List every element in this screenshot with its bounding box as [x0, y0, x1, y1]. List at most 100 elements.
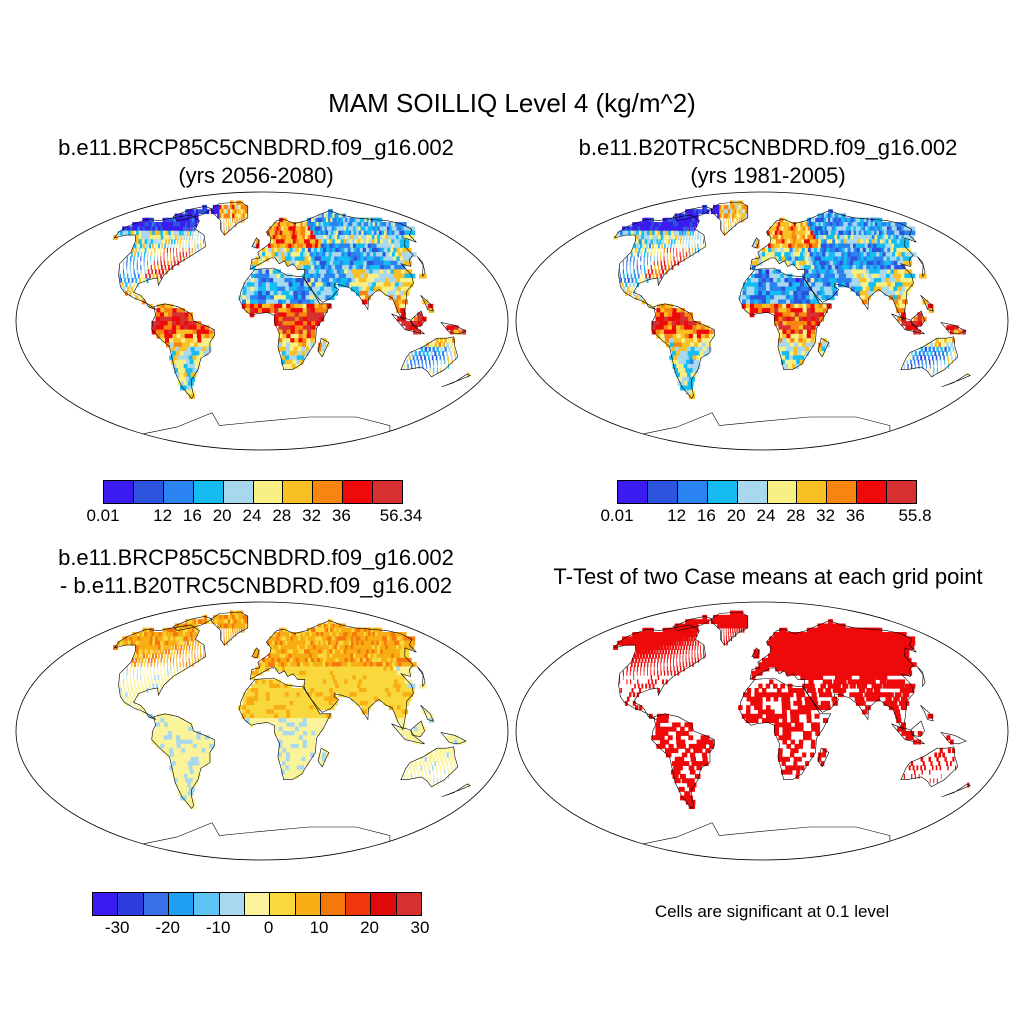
- grid-cell: [149, 645, 153, 650]
- grid-cell: [663, 316, 669, 322]
- grid-cell: [803, 325, 808, 331]
- grid-cell: [191, 209, 195, 215]
- grid-cell: [785, 243, 791, 249]
- grid-cell: [773, 278, 778, 283]
- grid-cell: [189, 619, 193, 625]
- grid-cell: [267, 243, 272, 249]
- grid-cell: [269, 683, 274, 689]
- grid-cell: [662, 226, 667, 232]
- grid-cell: [792, 247, 798, 253]
- grid-cell: [282, 709, 287, 715]
- grid-cell: [270, 303, 275, 309]
- grid-cell: [815, 252, 822, 258]
- grid-cell: [169, 342, 176, 348]
- grid-cell: [762, 278, 767, 283]
- grid-cell: [273, 222, 277, 227]
- grid-cell: [709, 333, 715, 339]
- grid-cell: [746, 286, 751, 292]
- grid-cell: [167, 726, 173, 732]
- grid-cell: [160, 260, 162, 266]
- grid-cell: [309, 700, 315, 706]
- grid-cell: [341, 692, 348, 698]
- grid-cell: [790, 303, 796, 309]
- grid-cell: [907, 364, 909, 369]
- grid-cell: [144, 657, 147, 663]
- grid-cell: [315, 662, 322, 668]
- grid-cell: [258, 709, 263, 715]
- grid-cell: [208, 329, 214, 335]
- grid-cell: [660, 235, 664, 240]
- grid-cell: [702, 209, 705, 215]
- grid-cell: [176, 325, 181, 331]
- grid-cell: [197, 243, 199, 249]
- grid-cell: [253, 239, 257, 245]
- grid-cell: [197, 230, 199, 236]
- grid-cell: [177, 632, 182, 637]
- grid-cell: [202, 614, 205, 620]
- grid-cell: [652, 226, 657, 232]
- grid-cell: [340, 278, 347, 283]
- grid-cell: [817, 265, 824, 270]
- grid-cell: [424, 346, 428, 352]
- grid-cell: [767, 243, 772, 249]
- grid-cell: [417, 731, 423, 736]
- grid-cell: [298, 657, 304, 663]
- grid-cell: [238, 614, 242, 620]
- grid-cell: [315, 726, 320, 732]
- grid-cell: [213, 204, 216, 210]
- grid-cell: [221, 217, 223, 223]
- colorbar-tick-label: 16: [182, 506, 202, 525]
- grid-cell: [790, 329, 796, 335]
- grid-cell: [326, 692, 333, 698]
- grid-cell: [389, 696, 396, 702]
- colorbar-swatch: [253, 481, 284, 503]
- grid-cell: [793, 290, 799, 296]
- grid-cell: [818, 308, 824, 313]
- grid-cell: [740, 217, 743, 223]
- grid-cell: [339, 670, 347, 676]
- grid-cell: [217, 623, 220, 629]
- grid-cell: [667, 260, 669, 266]
- grid-cell: [321, 666, 327, 672]
- grid-cell: [234, 213, 237, 219]
- grid-cell: [157, 278, 160, 283]
- grid-cell: [160, 640, 164, 646]
- grid-cell: [124, 688, 126, 693]
- grid-cell: [641, 230, 646, 236]
- grid-cell: [246, 696, 251, 702]
- grid-cell: [230, 610, 233, 616]
- grid-cell: [167, 243, 169, 249]
- grid-cell: [164, 312, 169, 318]
- grid-cell: [308, 679, 314, 685]
- grid-cell: [166, 645, 169, 650]
- grid-cell: [197, 649, 198, 655]
- grid-cell: [221, 209, 225, 215]
- grid-cell: [119, 269, 121, 275]
- grid-cell: [901, 321, 906, 326]
- grid-cell: [917, 359, 920, 365]
- grid-cell: [272, 679, 278, 685]
- grid-cell: [275, 632, 280, 637]
- grid-cell: [680, 364, 686, 369]
- grid-cell: [660, 308, 665, 313]
- grid-cell: [152, 640, 156, 646]
- grid-cell: [163, 252, 165, 258]
- grid-cell: [778, 333, 783, 339]
- grid-cell: [170, 256, 172, 262]
- grid-cell: [299, 670, 305, 676]
- grid-cell: [240, 217, 243, 223]
- grid-cell: [141, 230, 146, 236]
- grid-cell: [781, 217, 786, 223]
- grid-cell: [644, 230, 649, 236]
- grid-cell: [630, 256, 632, 262]
- grid-cell: [451, 355, 453, 361]
- grid-cell: [308, 269, 314, 275]
- grid-cell: [657, 265, 660, 270]
- grid-cell: [676, 239, 679, 245]
- grid-cell: [648, 243, 651, 249]
- grid-cell: [630, 273, 633, 279]
- grid-cell: [295, 239, 301, 245]
- grid-cell: [289, 247, 295, 253]
- grid-cell: [151, 657, 153, 663]
- grid-cell: [402, 299, 408, 305]
